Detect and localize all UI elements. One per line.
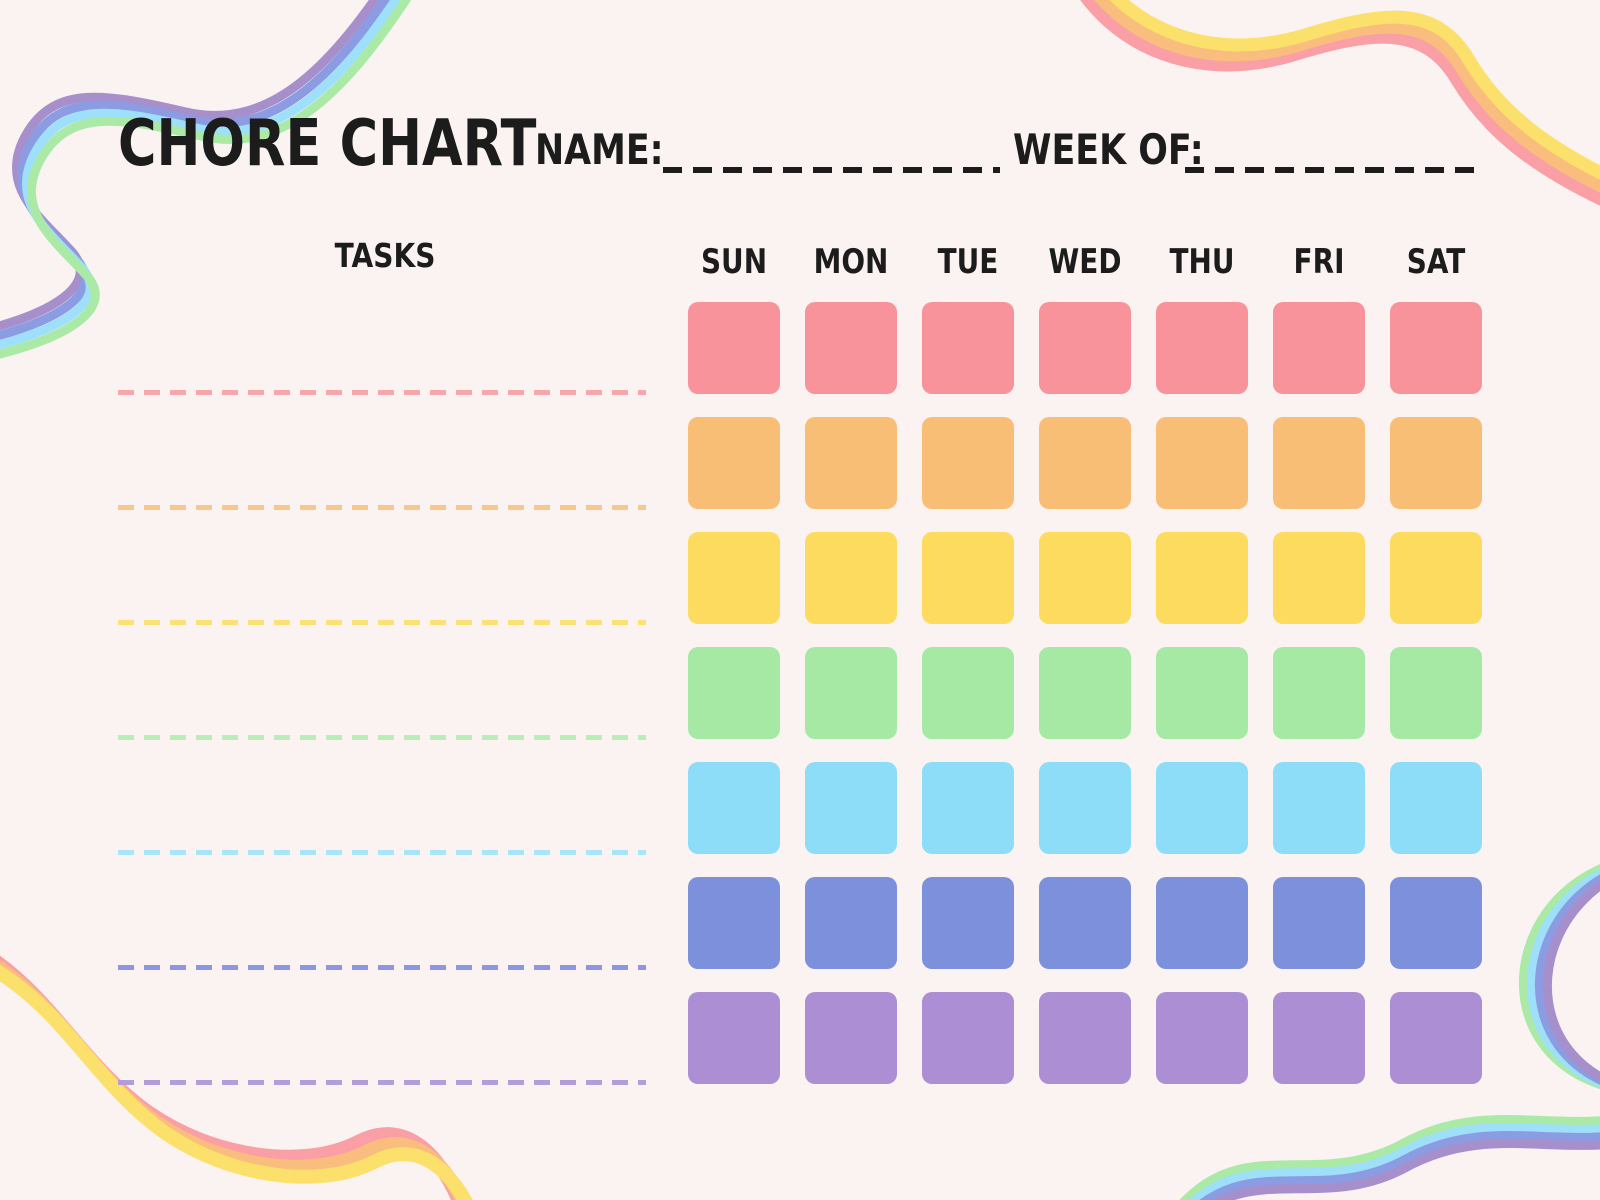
cell-orange-tue[interactable] xyxy=(922,417,1014,509)
cell-pink-wed[interactable] xyxy=(1039,302,1131,394)
cell-yellow-sat[interactable] xyxy=(1390,532,1482,624)
cell-purple-wed[interactable] xyxy=(1039,992,1131,1084)
cell-purple-mon[interactable] xyxy=(805,992,897,1084)
day-header-thu: THU xyxy=(1169,242,1235,282)
cell-green-tue[interactable] xyxy=(922,647,1014,739)
cell-orange-sun[interactable] xyxy=(688,417,780,509)
cell-periwinkle-sat[interactable] xyxy=(1390,877,1482,969)
cell-sky-wed[interactable] xyxy=(1039,762,1131,854)
day-header-fri: FRI xyxy=(1293,242,1345,282)
cell-purple-sat[interactable] xyxy=(1390,992,1482,1084)
day-header-sat: SAT xyxy=(1406,242,1466,282)
rainbow-ribbon-top-right xyxy=(1068,0,1600,207)
cell-orange-thu[interactable] xyxy=(1156,417,1248,509)
week-fill-line[interactable] xyxy=(1185,167,1480,173)
cell-orange-fri[interactable] xyxy=(1273,417,1365,509)
cell-pink-fri[interactable] xyxy=(1273,302,1365,394)
task-fill-line-orange[interactable] xyxy=(118,505,646,510)
cell-purple-sun[interactable] xyxy=(688,992,780,1084)
cell-periwinkle-mon[interactable] xyxy=(805,877,897,969)
task-fill-line-pink[interactable] xyxy=(118,390,646,395)
task-fill-line-green[interactable] xyxy=(118,735,646,740)
cell-periwinkle-fri[interactable] xyxy=(1273,877,1365,969)
tasks-column-header: TASKS xyxy=(334,236,436,275)
task-fill-line-sky[interactable] xyxy=(118,850,646,855)
cell-sky-thu[interactable] xyxy=(1156,762,1248,854)
cell-pink-thu[interactable] xyxy=(1156,302,1248,394)
page-title: CHORE CHART xyxy=(118,107,537,181)
cell-periwinkle-wed[interactable] xyxy=(1039,877,1131,969)
cell-sky-tue[interactable] xyxy=(922,762,1014,854)
cell-yellow-tue[interactable] xyxy=(922,532,1014,624)
cell-orange-wed[interactable] xyxy=(1039,417,1131,509)
name-fill-line[interactable] xyxy=(663,167,1000,173)
task-fill-line-yellow[interactable] xyxy=(118,620,646,625)
task-fill-line-periwinkle[interactable] xyxy=(118,965,646,970)
cell-periwinkle-thu[interactable] xyxy=(1156,877,1248,969)
cell-green-fri[interactable] xyxy=(1273,647,1365,739)
name-label: NAME: xyxy=(535,125,664,174)
cell-sky-mon[interactable] xyxy=(805,762,897,854)
cell-sky-sun[interactable] xyxy=(688,762,780,854)
cell-green-sat[interactable] xyxy=(1390,647,1482,739)
cell-pink-sat[interactable] xyxy=(1390,302,1482,394)
cell-purple-tue[interactable] xyxy=(922,992,1014,1084)
cell-orange-mon[interactable] xyxy=(805,417,897,509)
cell-periwinkle-sun[interactable] xyxy=(688,877,780,969)
day-header-tue: TUE xyxy=(937,242,999,282)
cell-green-mon[interactable] xyxy=(805,647,897,739)
cell-sky-fri[interactable] xyxy=(1273,762,1365,854)
cell-orange-sat[interactable] xyxy=(1390,417,1482,509)
cell-periwinkle-tue[interactable] xyxy=(922,877,1014,969)
cell-pink-sun[interactable] xyxy=(688,302,780,394)
cell-green-thu[interactable] xyxy=(1156,647,1248,739)
day-header-wed: WED xyxy=(1048,242,1122,282)
cell-yellow-wed[interactable] xyxy=(1039,532,1131,624)
cell-sky-sat[interactable] xyxy=(1390,762,1482,854)
cell-green-sun[interactable] xyxy=(688,647,780,739)
cell-yellow-thu[interactable] xyxy=(1156,532,1248,624)
task-fill-line-purple[interactable] xyxy=(118,1080,646,1085)
rainbow-ribbon-bottom-left xyxy=(0,946,489,1200)
cell-pink-tue[interactable] xyxy=(922,302,1014,394)
cell-purple-fri[interactable] xyxy=(1273,992,1365,1084)
day-header-mon: MON xyxy=(813,242,889,282)
cell-purple-thu[interactable] xyxy=(1156,992,1248,1084)
cell-green-wed[interactable] xyxy=(1039,647,1131,739)
week-label: WEEK OF: xyxy=(1013,125,1204,174)
day-header-sun: SUN xyxy=(700,242,768,282)
cell-yellow-fri[interactable] xyxy=(1273,532,1365,624)
cell-yellow-sun[interactable] xyxy=(688,532,780,624)
cell-yellow-mon[interactable] xyxy=(805,532,897,624)
cell-pink-mon[interactable] xyxy=(805,302,897,394)
